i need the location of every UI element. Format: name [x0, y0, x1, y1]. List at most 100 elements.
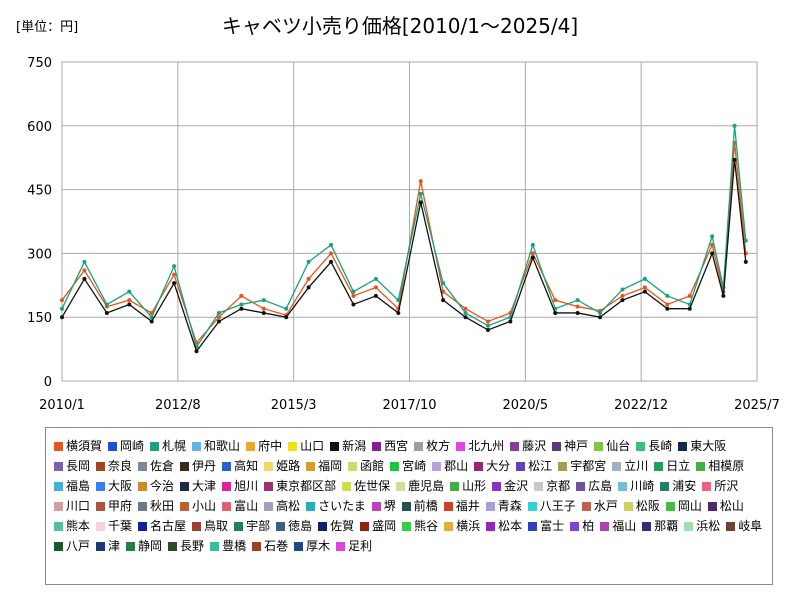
legend-swatch [402, 521, 412, 531]
legend-swatch [192, 521, 202, 531]
legend-item: 那覇 [642, 516, 678, 536]
legend-item: 熊本 [54, 516, 90, 536]
data-point [620, 293, 625, 298]
legend-item: 名古屋 [138, 516, 186, 536]
data-point [530, 242, 535, 247]
data-point [82, 268, 87, 273]
legend-swatch [264, 501, 274, 511]
data-point [665, 293, 670, 298]
data-point [216, 310, 221, 315]
legend-swatch [96, 461, 106, 471]
legend-item: 熊谷 [402, 516, 438, 536]
legend-item: 津 [96, 536, 120, 556]
data-point [172, 264, 177, 269]
chart-plot: 0 150 300 450 600 750 2010/1 2012/8 2015/3 2017/1… [27, 56, 780, 413]
legend-item: 藤沢 [510, 436, 546, 456]
legend-item: 大阪 [96, 476, 132, 496]
legend-swatch [527, 501, 537, 511]
y-tick-label: 0 [44, 375, 52, 390]
legend-label: 金沢 [504, 479, 529, 493]
legend-item: 前橋 [401, 496, 438, 516]
legend-item: 浦安 [660, 476, 696, 496]
x-tick-label: 2025/7 [734, 398, 780, 413]
legend-label: 松江 [528, 459, 553, 473]
legend-label: 伊丹 [192, 459, 217, 473]
data-point [216, 315, 221, 320]
legend-label: 千葉 [108, 519, 133, 533]
data-point [60, 298, 64, 303]
legend-label: 堺 [383, 499, 396, 513]
data-point [642, 276, 647, 281]
legend-item: 長岡 [54, 456, 90, 476]
legend-item: 伊丹 [180, 456, 216, 476]
legend-label: 長岡 [66, 459, 91, 473]
legend-label: 静岡 [138, 539, 163, 553]
data-point [508, 319, 513, 324]
legend-item: 福岡 [306, 456, 342, 476]
legend-item: 足利 [336, 536, 372, 556]
legend-swatch [336, 541, 346, 551]
legend-label: 大分 [486, 459, 511, 473]
data-point [239, 302, 244, 307]
legend-label: 松山 [719, 499, 744, 513]
data-point [732, 157, 737, 162]
data-point [642, 289, 647, 294]
legend-label: 名古屋 [150, 519, 187, 533]
legend-swatch [210, 541, 220, 551]
data-point [239, 306, 244, 311]
legend-item: 佐賀 [318, 516, 354, 536]
legend-swatch [474, 461, 484, 471]
legend-label: 岡山 [677, 499, 702, 513]
unit-label: [単位：円] [16, 20, 79, 35]
legend-item: 旭川 [222, 476, 258, 496]
legend-item: 新潟 [330, 436, 366, 456]
legend-label: 足利 [348, 539, 373, 553]
legend-swatch [450, 481, 460, 491]
data-point [329, 242, 334, 247]
data-point [306, 285, 311, 290]
legend-swatch [534, 481, 544, 491]
legend-swatch [306, 461, 316, 471]
legend-swatch [665, 501, 675, 511]
legend-item: 府中 [246, 436, 282, 456]
legend-item: 東大阪 [678, 436, 726, 456]
legend-swatch [54, 541, 63, 551]
legend-item: 大津 [180, 476, 216, 496]
legend-swatch [684, 521, 694, 531]
legend-label: 盛岡 [372, 519, 397, 533]
legend-item: 姫路 [264, 456, 300, 476]
legend-item: 所沢 [702, 476, 738, 496]
legend-item: 松阪 [623, 496, 660, 516]
legend-label: 徳島 [288, 519, 313, 533]
legend-swatch [180, 461, 190, 471]
data-point [575, 304, 580, 309]
data-point [687, 293, 692, 298]
legend-swatch [528, 521, 538, 531]
data-point [418, 191, 423, 196]
legend-label: 前橋 [413, 499, 438, 513]
data-point [665, 306, 670, 311]
data-point [485, 319, 490, 324]
legend-swatch [432, 461, 442, 471]
data-point [373, 293, 378, 298]
legend-swatch [726, 521, 736, 531]
legend-label: 福岡 [318, 459, 343, 473]
data-point [306, 259, 311, 264]
legend-label: 八王子 [539, 499, 576, 513]
legend-item: 松山 [707, 496, 744, 516]
legend-label: 那覇 [654, 519, 679, 533]
legend-swatch [444, 521, 454, 531]
legend-swatch [396, 481, 406, 491]
data-point [620, 298, 625, 303]
legend-swatch [54, 461, 63, 471]
legend-label: 長崎 [648, 439, 673, 453]
data-point [530, 251, 535, 256]
legend-swatch [516, 461, 526, 471]
legend-item: 立川 [612, 456, 648, 476]
legend-swatch [486, 521, 496, 531]
legend-label: 宇部 [246, 519, 271, 533]
data-point [216, 319, 221, 324]
legend-item: 山口 [288, 436, 324, 456]
legend-swatch [108, 441, 118, 451]
legend-item: 福山 [600, 516, 636, 536]
